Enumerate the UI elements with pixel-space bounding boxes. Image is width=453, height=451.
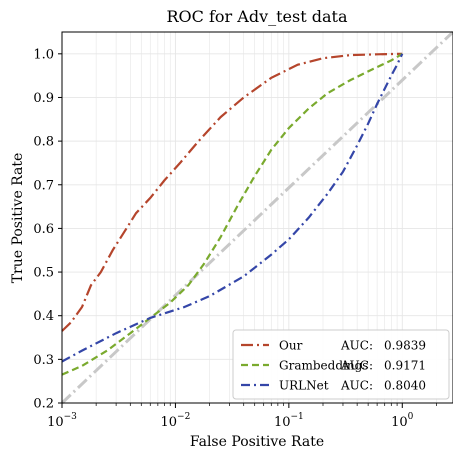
x-tick-label: 10−2 bbox=[161, 412, 191, 430]
reference-diagonal-line bbox=[60, 30, 453, 405]
x-tick-label: 10−3 bbox=[47, 412, 77, 430]
y-tick-label: 0.3 bbox=[33, 353, 54, 368]
legend-auc-label: AUC: bbox=[340, 359, 373, 373]
y-axis-label: True Positive Rate bbox=[10, 153, 26, 284]
series-line-2 bbox=[61, 53, 404, 363]
plot-frame bbox=[61, 31, 453, 404]
x-tick-label: 100 bbox=[391, 412, 414, 430]
y-tick-label: 0.6 bbox=[33, 222, 54, 237]
series-line-0 bbox=[61, 52, 403, 332]
y-tick-label: 0.8 bbox=[33, 135, 54, 150]
legend-auc-label: AUC: bbox=[340, 339, 373, 353]
x-axis-label: False Positive Rate bbox=[190, 434, 324, 450]
y-tick-label: 1.0 bbox=[33, 47, 54, 62]
y-tick-label: 0.9 bbox=[33, 91, 54, 106]
y-tick-label: 0.2 bbox=[33, 397, 54, 412]
legend-auc-label: AUC: bbox=[340, 379, 373, 393]
y-tick-label: 0.5 bbox=[33, 266, 54, 281]
y-tick-label: 0.4 bbox=[33, 309, 54, 324]
series-line-1 bbox=[61, 52, 403, 376]
series-lines bbox=[60, 30, 453, 405]
legend-auc-value: 0.9171 bbox=[384, 359, 426, 373]
legend-auc-value: 0.9839 bbox=[384, 339, 426, 353]
legend-auc-value: 0.8040 bbox=[384, 379, 426, 393]
axis-ticks: 0.2 0.3 0.4 0.5 0.6 0.7 0.8 0.9 1.0 10−3 10−2 10−1 1… bbox=[33, 47, 437, 430]
legend-series-name: URLNet bbox=[279, 379, 329, 393]
legend-series-name: Grambeddings bbox=[279, 359, 368, 373]
x-tick-label: 10−1 bbox=[274, 412, 304, 430]
chart-title: ROC for Adv_test data bbox=[167, 7, 348, 26]
legend-series-name: Our bbox=[279, 339, 303, 353]
y-tick-label: 0.7 bbox=[33, 178, 54, 193]
legend-box bbox=[232, 329, 450, 400]
